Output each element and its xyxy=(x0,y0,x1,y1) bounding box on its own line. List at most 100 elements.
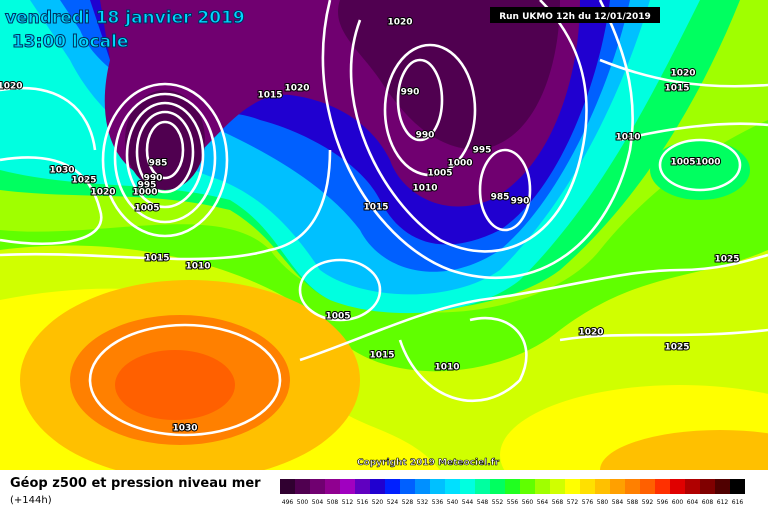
scale-label: 552 xyxy=(492,499,504,506)
scale-cell xyxy=(595,479,610,494)
scale-cell xyxy=(400,479,415,494)
scale-cell xyxy=(325,479,340,494)
scale-cell xyxy=(565,479,580,494)
scale-label: 560 xyxy=(522,499,534,506)
scale-label: 572 xyxy=(567,499,579,506)
scale-label: 588 xyxy=(627,499,639,506)
isobar-label: 985 xyxy=(149,159,168,169)
isobar-label: 1020 xyxy=(284,84,309,94)
isobar-label: 1005 xyxy=(427,169,452,179)
scale-label: 504 xyxy=(312,499,324,506)
scale-label: 516 xyxy=(357,499,369,506)
isobar-label: 1000 xyxy=(447,159,472,169)
isobar-label: 990 xyxy=(511,197,530,207)
scale-label: 548 xyxy=(477,499,489,506)
scale-cell xyxy=(445,479,460,494)
copyright: Copyright 2019 Meteociel.fr xyxy=(357,458,500,468)
scale-cell xyxy=(670,479,685,494)
isobar-label: 1010 xyxy=(412,184,437,194)
scale-label: 528 xyxy=(402,499,414,506)
scale-label: 616 xyxy=(732,499,744,506)
isobar-label: 1025 xyxy=(71,176,96,186)
isobar-label: 1010 xyxy=(185,262,210,272)
isobar-label: 1005 xyxy=(670,158,695,168)
isobar-label: 995 xyxy=(138,181,157,191)
scale-cell xyxy=(415,479,430,494)
scale-cell xyxy=(505,479,520,494)
scale-cell xyxy=(370,479,385,494)
scale-label: 612 xyxy=(717,499,729,506)
isobar-label: 1020 xyxy=(578,328,603,338)
isobar-label: 1000 xyxy=(695,158,720,168)
scale-label: 584 xyxy=(612,499,624,506)
scale-label: 556 xyxy=(507,499,519,506)
isobar-label: 1030 xyxy=(49,166,74,176)
scale-label: 496 xyxy=(282,499,294,506)
scale-cell xyxy=(700,479,715,494)
scale-cell xyxy=(520,479,535,494)
scale-label: 600 xyxy=(672,499,684,506)
isobars xyxy=(0,0,768,437)
scale-label: 536 xyxy=(432,499,444,506)
isobar-label: 1020 xyxy=(387,18,412,28)
scale-label: 500 xyxy=(297,499,309,506)
scale-cell xyxy=(475,479,490,494)
scale-cell xyxy=(610,479,625,494)
scale-cell xyxy=(715,479,730,494)
isobar-label: 1015 xyxy=(144,254,169,264)
run-box xyxy=(490,7,660,23)
isobar-label: 990 xyxy=(416,131,435,141)
scale-cell xyxy=(535,479,550,494)
legend-title: Géop z500 et pression niveau mer xyxy=(10,476,261,491)
scale-cell xyxy=(685,479,700,494)
isobar-label: 1010 xyxy=(615,133,640,143)
scale-cell xyxy=(340,479,355,494)
scale-label: 544 xyxy=(462,499,474,506)
scale-cell xyxy=(550,479,565,494)
scale-label: 592 xyxy=(642,499,654,506)
lead-time: (+144h) xyxy=(10,495,52,506)
scale-cell xyxy=(280,479,295,494)
isobar-label: 995 xyxy=(473,146,492,156)
isobar-label: 1005 xyxy=(134,204,159,214)
scale-label: 520 xyxy=(372,499,384,506)
scale-cell xyxy=(385,479,400,494)
isobar-label: 1020 xyxy=(0,82,23,92)
scale-cell xyxy=(490,479,505,494)
isobar-label: 1015 xyxy=(257,91,282,101)
scale-label: 608 xyxy=(702,499,714,506)
scale-cell xyxy=(460,479,475,494)
isobar-label: 1005 xyxy=(325,312,350,322)
scale-label: 580 xyxy=(597,499,609,506)
isobar-label: 990 xyxy=(401,88,420,98)
isobar-label: 1015 xyxy=(363,203,388,213)
scale-label: 512 xyxy=(342,499,354,506)
scale-cell xyxy=(625,479,640,494)
isobar-label: 985 xyxy=(491,193,510,203)
isobar-label: 1015 xyxy=(664,84,689,94)
color-scale: 496 500 504 508 512 516 520 524 528 532 536 540 544 5… xyxy=(280,479,745,506)
scale-label: 508 xyxy=(327,499,339,506)
scale-cell xyxy=(655,479,670,494)
scale-cell xyxy=(355,479,370,494)
scale-label: 540 xyxy=(447,499,459,506)
scale-label: 524 xyxy=(387,499,399,506)
date: vendredi 18 janvier 2019 xyxy=(5,8,245,28)
isobar-label: 1020 xyxy=(670,69,695,79)
scale-label: 576 xyxy=(582,499,594,506)
isobar-label: 1020 xyxy=(90,188,115,198)
isobar-label: 1025 xyxy=(664,343,689,353)
scale-cell xyxy=(730,479,745,494)
isobar-label: 1015 xyxy=(369,351,394,361)
scale-label: 596 xyxy=(657,499,669,506)
isobar-label: 1010 xyxy=(434,363,459,373)
scale-cell xyxy=(310,479,325,494)
scale-label: 564 xyxy=(537,499,549,506)
isobar-label: 990 xyxy=(144,174,163,184)
isobar-label: 1000 xyxy=(132,188,157,198)
scale-cell xyxy=(295,479,310,494)
scale-label: 604 xyxy=(687,499,699,506)
